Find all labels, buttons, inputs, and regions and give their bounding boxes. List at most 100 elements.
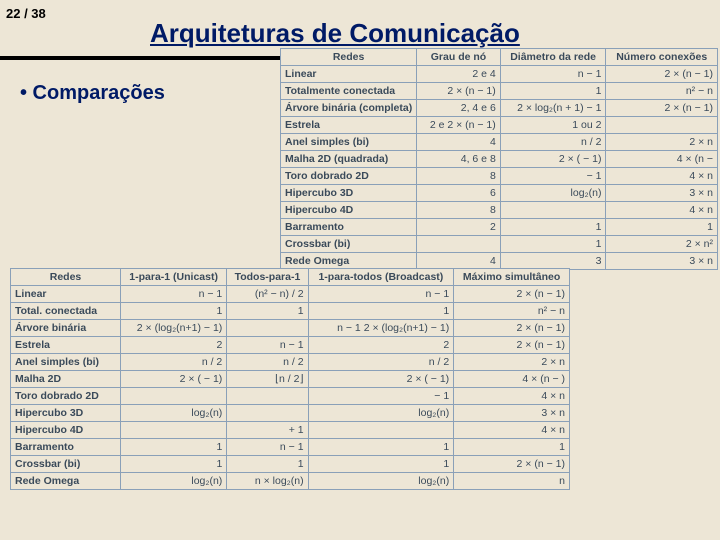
table-header: 1-para-1 (Unicast) [121,269,227,286]
row-value: log₂(n) [500,185,606,202]
row-value [500,202,606,219]
table-row: Toro dobrado 2D − 14 × n [11,388,570,405]
row-value: 1 [500,83,606,100]
row-value: log₂(n) [308,405,454,422]
row-value: log₂(n) [308,473,454,490]
row-value: n / 2 [500,134,606,151]
row-label: Linear [11,286,121,303]
comparison-table-2: Redes1-para-1 (Unicast)Todos-para-11-par… [10,268,570,490]
row-label: Estrela [11,337,121,354]
row-value: 6 [417,185,501,202]
row-value: 1 [500,236,606,253]
row-label: Crossbar (bi) [281,236,417,253]
row-value [227,405,308,422]
row-value: 8 [417,202,501,219]
row-value: 2 × (n − 1) [454,320,570,337]
row-value: log₂(n) [121,473,227,490]
row-value [227,388,308,405]
table-row: Linear2 e 4n − 12 × (n − 1) [281,66,718,83]
row-value: 2 × (n − 1) [606,66,718,83]
row-label: Hipercubo 4D [11,422,121,439]
row-label: Anel simples (bi) [281,134,417,151]
table-header: Todos-para-1 [227,269,308,286]
row-value: 1 [227,303,308,320]
row-label: Malha 2D [11,371,121,388]
table-row: Barramento1n − 111 [11,439,570,456]
row-label: Toro dobrado 2D [11,388,121,405]
row-value: 2 e 2 × (n − 1) [417,117,501,134]
row-value: 2 × ( − 1) [308,371,454,388]
row-value: n / 2 [121,354,227,371]
row-value: 2 × (n − 1) [454,286,570,303]
row-value: − 1 [500,168,606,185]
table-row: Hipercubo 4D8 4 × n [281,202,718,219]
row-value: 1 [308,303,454,320]
row-label: Barramento [281,219,417,236]
row-value: 2 [308,337,454,354]
row-value: 2 e 4 [417,66,501,83]
row-value: 4 × n [454,388,570,405]
table2-container: Redes1-para-1 (Unicast)Todos-para-11-par… [10,268,570,490]
row-label: Crossbar (bi) [11,456,121,473]
row-value [121,422,227,439]
table-row: Totalmente conectada2 × (n − 1)1n² − n [281,83,718,100]
row-label: Árvore binária (completa) [281,100,417,117]
row-label: Malha 2D (quadrada) [281,151,417,168]
row-value: 3 × n [606,253,718,270]
table-row: Rede Omegalog₂(n)n × log₂(n)log₂(n)n [11,473,570,490]
row-value: 1 ou 2 [500,117,606,134]
table-header: Número conexões [606,49,718,66]
page-title: Arquiteturas de Comunicação [150,18,520,49]
row-value: 4 [417,253,501,270]
row-value: 1 [227,456,308,473]
row-value: 2 × (n − 1) [606,100,718,117]
comparison-table-1: RedesGrau de nóDiâmetro da redeNúmero co… [280,48,718,270]
table-header: 1-para-todos (Broadcast) [308,269,454,286]
table-row: Estrela2 e 2 × (n − 1)1 ou 2 [281,117,718,134]
row-value: 2, 4 e 6 [417,100,501,117]
table-row: Rede Omega433 × n [281,253,718,270]
row-label: Hipercubo 3D [281,185,417,202]
table-header: Diâmetro da rede [500,49,606,66]
row-value: 4 × n [606,202,718,219]
table-row: Hipercubo 3D6log₂(n)3 × n [281,185,718,202]
row-value: n − 1 [308,286,454,303]
row-value: 2 × (n − 1) [417,83,501,100]
row-value: 2 × ( − 1) [500,151,606,168]
table-row: Hipercubo 3Dlog₂(n)log₂(n)3 × n [11,405,570,422]
row-value: 1 [121,456,227,473]
row-value: log₂(n) [121,405,227,422]
row-value: n − 1 2 × (log₂(n+1) − 1) [308,320,454,337]
table-row: Árvore binária (completa)2, 4 e 62 × log… [281,100,718,117]
row-value: 2 × n [454,354,570,371]
table-header: Máximo simultâneo [454,269,570,286]
row-label: Totalmente conectada [281,83,417,100]
row-value: n² − n [606,83,718,100]
table-row: Anel simples (bi)4n / 22 × n [281,134,718,151]
row-label: Estrela [281,117,417,134]
row-value: n [454,473,570,490]
row-label: Rede Omega [281,253,417,270]
bullet-text: • Comparações [20,82,165,105]
row-value: 8 [417,168,501,185]
table-header: Grau de nó [417,49,501,66]
table-row: Malha 2D (quadrada)4, 6 e 82 × ( − 1)4 ×… [281,151,718,168]
row-value: n − 1 [121,286,227,303]
row-value: 2 × n [606,134,718,151]
row-value: 3 × n [454,405,570,422]
row-value: 1 [308,439,454,456]
row-value: 2 × (n − 1) [454,456,570,473]
row-value [227,320,308,337]
page-number: 22 / 38 [6,6,46,21]
row-value: 4 × (n − ) [454,371,570,388]
row-value: 2 [417,219,501,236]
row-value: 4 [417,134,501,151]
row-value: 4 × n [606,168,718,185]
row-value: n − 1 [227,439,308,456]
row-label: Hipercubo 4D [281,202,417,219]
table-row: Toro dobrado 2D8 − 14 × n [281,168,718,185]
row-value: 1 [454,439,570,456]
row-value: (n² − n) / 2 [227,286,308,303]
row-value: 2 × n² [606,236,718,253]
row-value [308,422,454,439]
